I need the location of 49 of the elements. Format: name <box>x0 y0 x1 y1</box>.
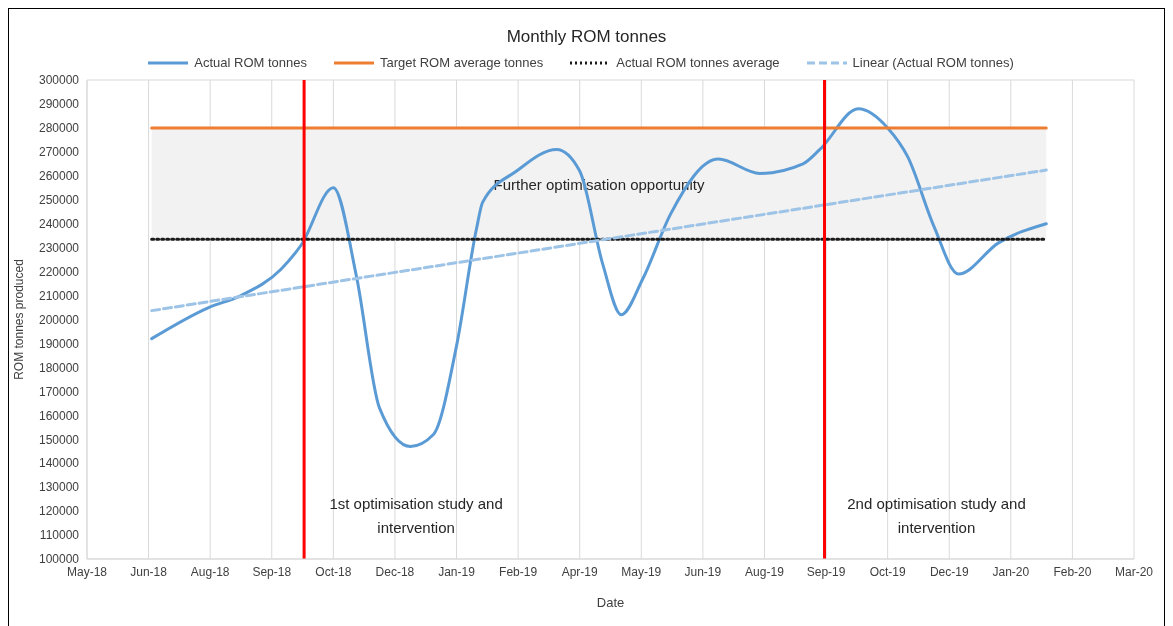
y-tick-label: 180000 <box>38 360 80 375</box>
y-tick-label: 160000 <box>38 408 80 423</box>
legend-label: Linear (Actual ROM tonnes) <box>851 55 1014 70</box>
y-tick-label: 150000 <box>38 432 80 447</box>
y-tick-label: 240000 <box>38 216 80 231</box>
x-tick-label: Oct-19 <box>869 564 906 579</box>
ref-line-label: 1st optimisation study and intervention <box>329 495 503 536</box>
x-tick-label: Jun-19 <box>684 564 722 579</box>
legend-label: Actual ROM tonnes average <box>615 55 780 70</box>
x-tick-label: Dec-19 <box>929 564 969 579</box>
x-tick-label: May-19 <box>621 564 662 579</box>
y-tick-label: 270000 <box>38 145 80 160</box>
y-tick-label: 260000 <box>38 169 80 184</box>
ref-line-label: 2nd optimisation study and intervention <box>847 495 1026 536</box>
y-axis-title: ROM tonnes produced <box>12 259 27 380</box>
x-tick-label: Aug-18 <box>190 564 230 579</box>
x-tick-label: May-18 <box>66 564 108 579</box>
x-tick-label: Aug-19 <box>745 564 785 579</box>
x-tick-label: Sep-19 <box>806 564 846 579</box>
line-series <box>150 107 1048 448</box>
y-tick-label: 300000 <box>38 73 80 88</box>
x-tick-label: Jan-19 <box>438 564 476 579</box>
y-tick-label: 170000 <box>38 384 80 399</box>
chart-title: Monthly ROM tonnes <box>505 26 668 47</box>
y-tick-label: 210000 <box>38 288 80 303</box>
y-tick-label: 290000 <box>38 97 80 112</box>
x-tick-label: Sep-18 <box>252 564 292 579</box>
x-tick-label: Dec-18 <box>375 564 415 579</box>
y-tick-label: 200000 <box>38 312 80 327</box>
x-tick-label: Feb-20 <box>1053 564 1092 579</box>
x-tick-label: Feb-19 <box>499 564 538 579</box>
y-tick-label: 140000 <box>38 456 80 471</box>
x-axis-title: Date <box>596 595 625 610</box>
y-tick-label: 100000 <box>38 552 80 567</box>
legend-label: Target ROM average tonnes <box>379 55 544 70</box>
x-tick-label: Apr-19 <box>561 564 599 579</box>
y-tick-label: 120000 <box>38 504 80 519</box>
x-tick-label: Mar-20 <box>1114 564 1154 579</box>
y-tick-label: 220000 <box>38 264 80 279</box>
legend-label: Actual ROM tonnes <box>193 55 307 70</box>
y-tick-label: 230000 <box>38 240 80 255</box>
x-tick-label: Jun-18 <box>130 564 168 579</box>
y-tick-label: 250000 <box>38 193 80 208</box>
y-tick-label: 130000 <box>38 480 80 495</box>
x-tick-label: Jan-20 <box>992 564 1030 579</box>
y-tick-label: 190000 <box>38 336 80 351</box>
y-tick-label: 110000 <box>39 528 80 543</box>
x-tick-label: Oct-18 <box>315 564 352 579</box>
y-tick-label: 280000 <box>38 121 80 136</box>
